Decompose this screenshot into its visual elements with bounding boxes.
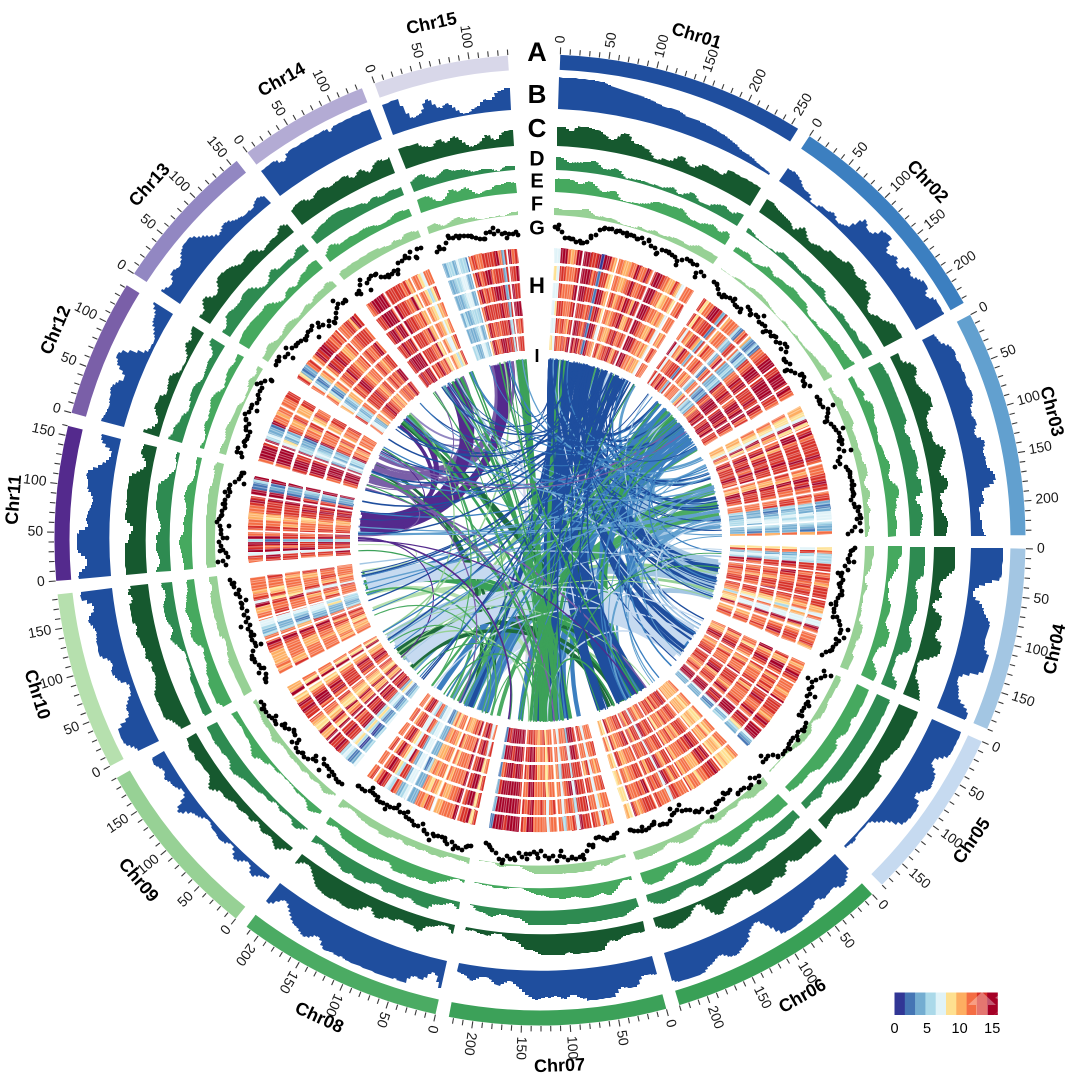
svg-text:150: 150: [1010, 687, 1037, 710]
svg-text:0: 0: [1037, 540, 1045, 556]
svg-text:200: 200: [461, 1031, 480, 1057]
svg-text:50: 50: [268, 97, 290, 119]
svg-text:A: A: [527, 37, 547, 67]
svg-text:100: 100: [1015, 387, 1042, 409]
svg-text:100: 100: [650, 32, 671, 59]
svg-text:100: 100: [38, 670, 65, 692]
svg-text:150: 150: [27, 621, 53, 641]
svg-text:100: 100: [1024, 639, 1050, 660]
svg-text:10: 10: [952, 1021, 968, 1037]
svg-text:I: I: [534, 346, 539, 366]
svg-text:D: D: [529, 148, 544, 171]
svg-text:100: 100: [457, 24, 476, 50]
svg-text:F: F: [531, 193, 543, 215]
svg-text:B: B: [528, 79, 547, 109]
svg-text:50: 50: [27, 522, 43, 538]
svg-text:E: E: [530, 170, 543, 192]
svg-text:150: 150: [699, 47, 722, 75]
svg-text:G: G: [529, 217, 545, 239]
svg-text:150: 150: [1027, 437, 1053, 457]
svg-text:0: 0: [425, 1024, 442, 1035]
svg-text:0: 0: [552, 35, 568, 44]
svg-text:50: 50: [966, 782, 988, 804]
svg-text:50: 50: [614, 1029, 632, 1047]
svg-text:100: 100: [22, 470, 47, 489]
svg-text:5: 5: [923, 1021, 931, 1037]
svg-text:50: 50: [601, 31, 619, 49]
svg-text:0: 0: [51, 399, 63, 417]
svg-text:50: 50: [61, 717, 82, 738]
svg-text:200: 200: [1035, 489, 1060, 507]
svg-text:Chr11: Chr11: [1, 474, 25, 525]
svg-text:200: 200: [705, 1003, 728, 1031]
svg-text:15: 15: [984, 1021, 1000, 1037]
svg-text:50: 50: [408, 41, 427, 60]
svg-text:50: 50: [998, 340, 1019, 361]
svg-text:0: 0: [890, 1021, 898, 1037]
svg-text:100: 100: [564, 1035, 581, 1060]
svg-text:C: C: [528, 113, 547, 143]
svg-text:50: 50: [1033, 589, 1051, 607]
svg-text:0: 0: [36, 573, 45, 590]
svg-text:0: 0: [663, 1017, 681, 1029]
svg-text:H: H: [529, 273, 545, 298]
svg-text:50: 50: [374, 1010, 394, 1030]
svg-text:150: 150: [513, 1036, 530, 1060]
svg-text:Chr07: Chr07: [534, 1054, 586, 1076]
svg-text:150: 150: [30, 419, 56, 440]
svg-text:50: 50: [59, 348, 79, 369]
